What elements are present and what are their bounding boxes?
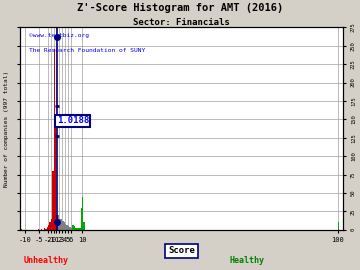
Bar xyxy=(46,227,48,230)
Bar xyxy=(45,229,46,230)
Text: 1.0188: 1.0188 xyxy=(57,116,89,125)
Bar xyxy=(58,215,59,230)
Bar xyxy=(51,219,52,230)
Y-axis label: Number of companies (997 total): Number of companies (997 total) xyxy=(4,70,9,187)
Bar xyxy=(68,226,69,230)
Bar xyxy=(67,225,68,230)
Bar xyxy=(49,222,51,230)
Text: Z'-Score Histogram for AMT (2016): Z'-Score Histogram for AMT (2016) xyxy=(77,3,283,13)
Bar xyxy=(52,171,54,230)
Title: Sector: Financials: Sector: Financials xyxy=(133,18,230,27)
Bar xyxy=(57,215,58,230)
X-axis label: Score: Score xyxy=(168,246,195,255)
Bar xyxy=(71,228,72,230)
Bar xyxy=(75,228,76,230)
Bar xyxy=(44,228,45,230)
Text: Healthy: Healthy xyxy=(230,256,265,265)
Bar xyxy=(61,219,62,230)
Bar xyxy=(78,228,79,230)
Bar xyxy=(41,229,42,230)
Text: The Research Foundation of SUNY: The Research Foundation of SUNY xyxy=(29,48,145,53)
Bar xyxy=(76,228,78,230)
Bar xyxy=(79,228,81,230)
Bar xyxy=(62,221,64,230)
Bar xyxy=(81,208,82,230)
Bar xyxy=(48,225,49,230)
Bar xyxy=(55,116,57,230)
Bar xyxy=(84,222,85,230)
Bar xyxy=(82,197,84,230)
Text: Unhealthy: Unhealthy xyxy=(24,256,69,265)
Bar xyxy=(338,222,339,230)
Bar xyxy=(21,229,22,230)
Text: ©www.textbiz.org: ©www.textbiz.org xyxy=(29,33,89,38)
Bar xyxy=(72,225,73,230)
Bar xyxy=(38,229,40,230)
Bar xyxy=(59,219,61,230)
Bar xyxy=(69,227,71,230)
Bar xyxy=(64,222,65,230)
Bar xyxy=(73,226,75,230)
Bar xyxy=(65,224,67,230)
Bar xyxy=(54,49,55,230)
